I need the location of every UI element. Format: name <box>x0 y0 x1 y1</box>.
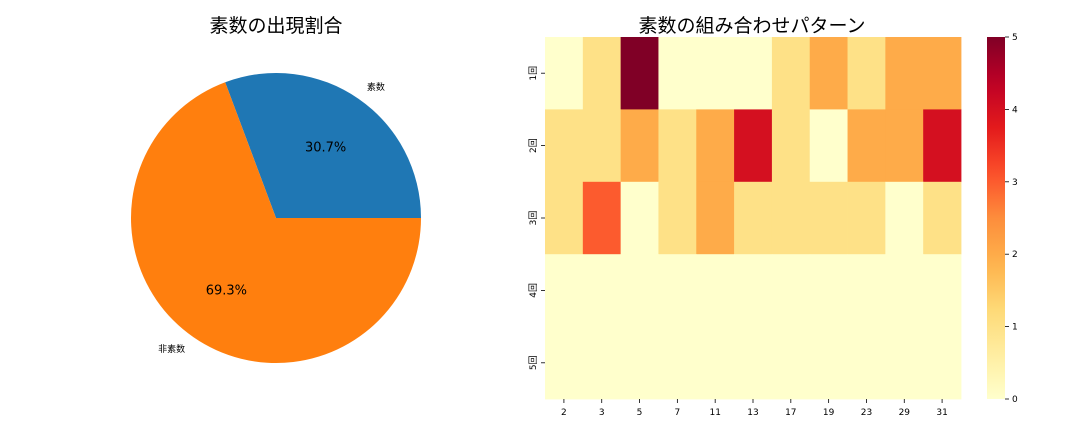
heatmap-cell <box>734 326 773 400</box>
heatmap-cell <box>885 254 924 327</box>
heatmap-cell <box>582 254 622 327</box>
heatmap-cell <box>620 37 659 110</box>
heatmap-cell <box>847 109 886 183</box>
heatmap-cell <box>582 109 622 183</box>
y-tick-label: 5回 <box>528 355 539 370</box>
x-tick-label: 7 <box>675 408 681 418</box>
heatmap-cell <box>847 326 886 400</box>
heatmap-cell <box>545 37 584 110</box>
heatmap-cell <box>582 37 622 110</box>
heatmap-cell <box>847 181 886 255</box>
x-tick-label: 31 <box>936 408 947 418</box>
heatmap-cell <box>658 326 697 400</box>
x-tick-label: 5 <box>637 408 643 418</box>
heatmap-cell <box>923 109 962 183</box>
colorbar: 0 1 2 3 4 5 <box>987 33 1018 405</box>
heatmap-cell <box>582 326 622 400</box>
heatmap-cell <box>658 37 697 110</box>
heatmap-cell <box>809 326 848 400</box>
y-tick-label: 2回 <box>528 138 539 153</box>
x-tick-label: 11 <box>709 408 720 418</box>
heatmap-cell <box>734 181 773 255</box>
heatmap-cell <box>809 109 848 183</box>
heatmap-cell <box>847 254 886 327</box>
colorbar-gradient <box>987 37 1005 399</box>
heatmap-cell <box>696 37 735 110</box>
heatmap-cell <box>771 181 811 255</box>
heatmap-cell <box>620 181 659 255</box>
heatmap-cell <box>620 109 659 183</box>
heatmap-cell <box>809 254 848 327</box>
pie-slice-label: 素数 <box>367 81 385 93</box>
heatmap-cell <box>545 254 584 327</box>
heatmap-cell <box>809 181 848 255</box>
heatmap-cell <box>696 181 735 255</box>
colorbar-tick-label: 4 <box>1012 105 1018 115</box>
x-tick-label: 2 <box>561 408 567 418</box>
heatmap-cell <box>658 254 697 327</box>
y-tick-label: 4回 <box>528 283 539 298</box>
heatmap-cell <box>582 181 622 255</box>
heatmap-cell <box>885 37 924 110</box>
pie-slice <box>130 82 421 363</box>
pie-slice <box>225 72 421 218</box>
heatmap-cell <box>734 37 773 110</box>
heatmap-cell <box>620 254 659 327</box>
y-tick-label: 3回 <box>528 211 539 226</box>
pie-percent-label: 30.7% <box>305 141 346 156</box>
x-tick-label: 17 <box>785 408 796 418</box>
heatmap-cell <box>885 109 924 183</box>
heatmap-cell <box>545 109 584 183</box>
x-tick-label: 3 <box>599 408 605 418</box>
heatmap-cell <box>658 181 697 255</box>
heatmap-cell <box>658 109 697 183</box>
heatmap-cell <box>923 37 962 110</box>
heatmap-cell <box>771 326 811 400</box>
heatmap-cell <box>923 326 962 400</box>
x-tick-label: 29 <box>899 408 911 418</box>
heatmap-cell <box>771 254 811 327</box>
heatmap-cell <box>923 181 962 255</box>
heatmap-cell <box>620 326 659 400</box>
colorbar-tick-label: 1 <box>1012 323 1018 333</box>
x-tick-label: 19 <box>823 408 835 418</box>
heatmap-cell <box>847 37 886 110</box>
heatmap-cell <box>696 254 735 327</box>
colorbar-tick-label: 5 <box>1012 33 1018 43</box>
pie-chart: 素数 30.7% 非素数 69.3% <box>130 72 421 363</box>
heatmap-cell <box>809 37 848 110</box>
colorbar-tick-label: 3 <box>1012 178 1018 188</box>
heatmap-cell <box>771 37 811 110</box>
x-tick-label: 13 <box>747 408 758 418</box>
heatmap-cell <box>885 326 924 400</box>
heatmap-cell <box>885 181 924 255</box>
pie-percent-label: 69.3% <box>206 284 247 299</box>
heatmap-cell <box>771 109 811 183</box>
y-tick-label: 1回 <box>528 66 539 81</box>
heatmap-title: 素数の組み合わせパターン <box>638 15 865 37</box>
heatmap-cell <box>923 254 962 327</box>
heatmap-cell <box>545 181 584 255</box>
colorbar-tick-label: 2 <box>1012 250 1018 260</box>
pie-chart-title: 素数の出現割合 <box>209 15 342 37</box>
x-tick-label: 23 <box>861 408 872 418</box>
heatmap-cell <box>734 254 773 327</box>
pie-slice-label: 非素数 <box>158 343 185 355</box>
heatmap-cell <box>696 109 735 183</box>
heatmap-cell <box>696 326 735 400</box>
heatmap-cell <box>545 326 584 400</box>
colorbar-tick-label: 0 <box>1012 395 1018 405</box>
heatmap-cell <box>734 109 773 183</box>
